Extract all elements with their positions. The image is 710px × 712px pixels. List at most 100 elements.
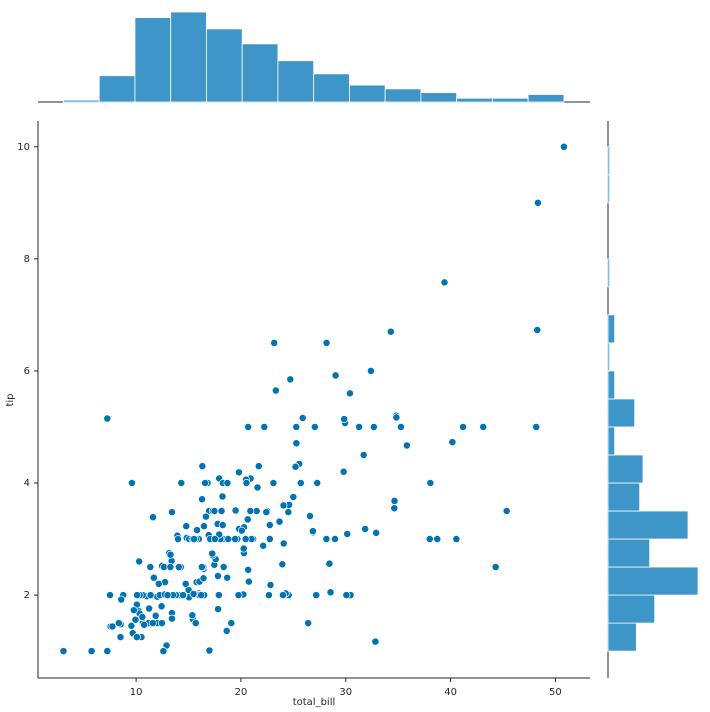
y-tick-label: 8: [24, 254, 30, 265]
point: [210, 507, 219, 515]
point: [166, 550, 175, 559]
point: [199, 574, 208, 583]
point: [559, 142, 568, 151]
point: [148, 619, 157, 628]
point: [275, 517, 284, 526]
x-axis-label: total_bill: [293, 697, 336, 708]
point: [459, 423, 468, 431]
point: [149, 573, 158, 582]
point: [306, 512, 314, 521]
point: [149, 513, 157, 522]
point: [201, 479, 210, 487]
histogram-bar: [349, 84, 386, 103]
histogram-bar: [63, 99, 100, 103]
point: [223, 479, 232, 487]
point: [386, 327, 395, 336]
point: [392, 413, 401, 422]
histogram-bar: [206, 28, 243, 103]
point: [197, 591, 206, 600]
point: [325, 559, 334, 568]
point: [244, 565, 253, 574]
point: [127, 479, 136, 487]
point: [237, 526, 246, 535]
point: [151, 611, 160, 620]
histogram-bar: [607, 594, 656, 624]
y-axis-label: tip: [5, 393, 16, 406]
x-tick-label: 10: [130, 687, 143, 698]
point: [197, 563, 206, 571]
point: [146, 563, 155, 571]
point: [138, 612, 147, 621]
point: [163, 591, 172, 600]
histogram-bar: [134, 17, 172, 103]
histogram-bar: [607, 174, 611, 204]
point: [223, 573, 232, 582]
point: [231, 535, 240, 543]
point: [242, 479, 251, 487]
point: [265, 521, 274, 529]
point: [239, 544, 248, 553]
point: [259, 541, 268, 550]
point: [269, 479, 278, 487]
histogram-bar: [607, 342, 611, 372]
point: [205, 646, 214, 655]
point: [103, 647, 112, 656]
point: [133, 591, 142, 600]
y-tick-label: 2: [24, 590, 30, 601]
point: [135, 557, 144, 566]
point: [198, 495, 206, 504]
histogram-bar: [241, 43, 279, 103]
point: [231, 506, 240, 515]
point: [140, 620, 149, 629]
point: [533, 198, 542, 207]
point: [278, 560, 287, 569]
point: [448, 438, 457, 447]
histogram-bar: [607, 398, 636, 428]
point: [127, 621, 136, 630]
point: [218, 492, 227, 501]
point: [199, 522, 208, 531]
histogram-bar: [384, 88, 422, 103]
point: [131, 615, 140, 624]
point: [342, 591, 351, 600]
histogram-bar: [607, 370, 616, 400]
histogram-bar: [607, 426, 616, 456]
point: [244, 577, 253, 586]
point: [198, 462, 207, 471]
point: [322, 535, 331, 543]
histogram-bar: [607, 538, 651, 568]
histogram-bar: [607, 146, 611, 176]
point: [234, 468, 243, 477]
point: [214, 572, 222, 580]
point: [146, 591, 155, 600]
point: [390, 504, 399, 513]
histogram-bar: [313, 73, 350, 103]
point: [402, 441, 411, 450]
point: [355, 423, 364, 431]
point: [181, 579, 190, 588]
histogram-bar: [607, 566, 699, 596]
point: [191, 619, 200, 628]
histogram-bar: [420, 92, 458, 103]
point: [168, 508, 176, 517]
point: [254, 462, 263, 471]
histogram-bar: [170, 11, 207, 103]
point: [343, 530, 352, 538]
point: [193, 526, 201, 535]
point: [154, 579, 163, 588]
histogram-bar: [607, 622, 637, 652]
point: [502, 507, 511, 515]
point: [174, 535, 182, 543]
point: [227, 619, 236, 628]
point: [218, 521, 227, 529]
point: [291, 462, 300, 471]
point: [366, 366, 375, 375]
point: [260, 423, 269, 431]
point: [106, 591, 114, 600]
point: [116, 633, 125, 642]
point: [426, 479, 435, 487]
point: [265, 535, 274, 543]
point: [271, 386, 280, 395]
point: [308, 527, 317, 536]
x-tick-label: 40: [444, 687, 457, 698]
